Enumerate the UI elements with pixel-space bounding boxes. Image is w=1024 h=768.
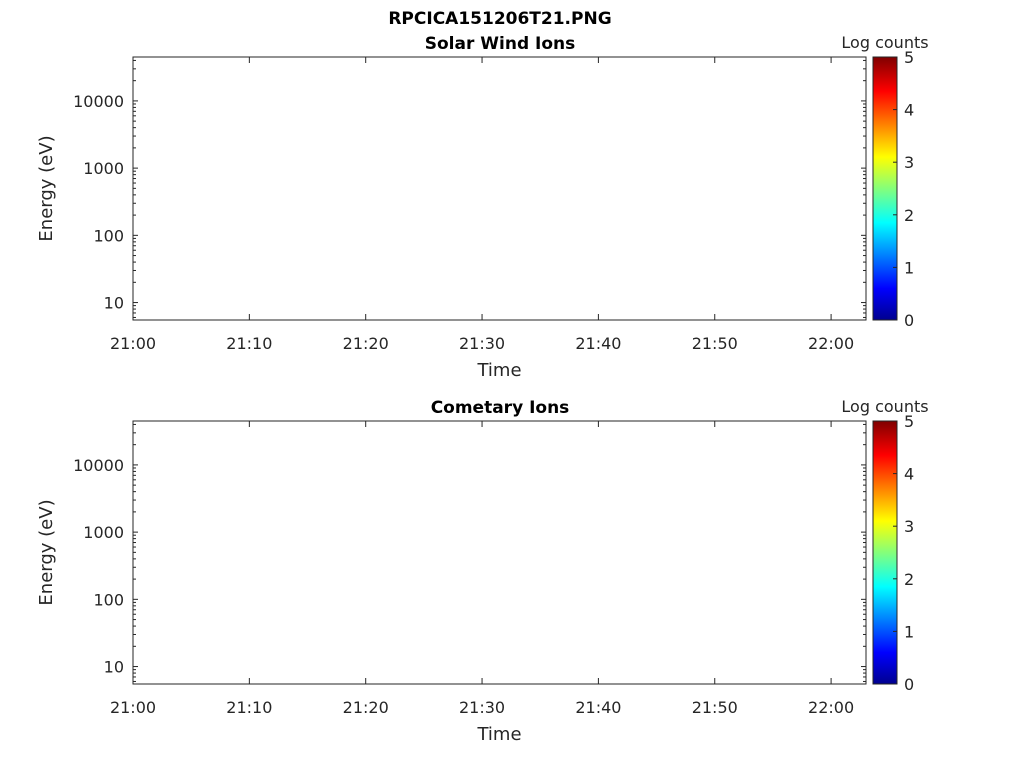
x-tick-label: 22:00 [808, 334, 854, 353]
x-tick-label: 21:40 [575, 334, 621, 353]
figure-title: RPCICA151206T21.PNG [388, 9, 611, 29]
colorbar-tick-label: 0 [904, 311, 914, 330]
x-tick-label: 21:20 [343, 334, 389, 353]
panel-title: Solar Wind Ions [425, 34, 576, 54]
y-tick-label: 1000 [83, 159, 124, 178]
x-tick-label: 21:50 [692, 334, 738, 353]
y-tick-label: 100 [93, 226, 124, 245]
plot-frame [132, 56, 867, 321]
colorbar-tick-label: 4 [904, 101, 914, 120]
colorbar-tick-label: 1 [904, 258, 914, 277]
y-tick-label: 10000 [73, 92, 124, 111]
x-axis-label: Time [476, 360, 521, 381]
y-tick-label: 10 [104, 294, 124, 313]
colorbar [872, 56, 898, 321]
colorbar-tick-label: 3 [904, 153, 914, 172]
colorbar-tick-label: 5 [904, 48, 914, 67]
x-tick-label: 21:30 [459, 334, 505, 353]
colorbar-tick-label: 2 [904, 206, 914, 225]
y-axis-label: Energy (eV) [36, 135, 57, 241]
colorbar-label: Log counts [841, 33, 928, 52]
panel-title: Cometary Ions [431, 398, 570, 418]
x-tick-label: 21:10 [226, 334, 272, 353]
x-tick-label: 21:00 [110, 334, 156, 353]
